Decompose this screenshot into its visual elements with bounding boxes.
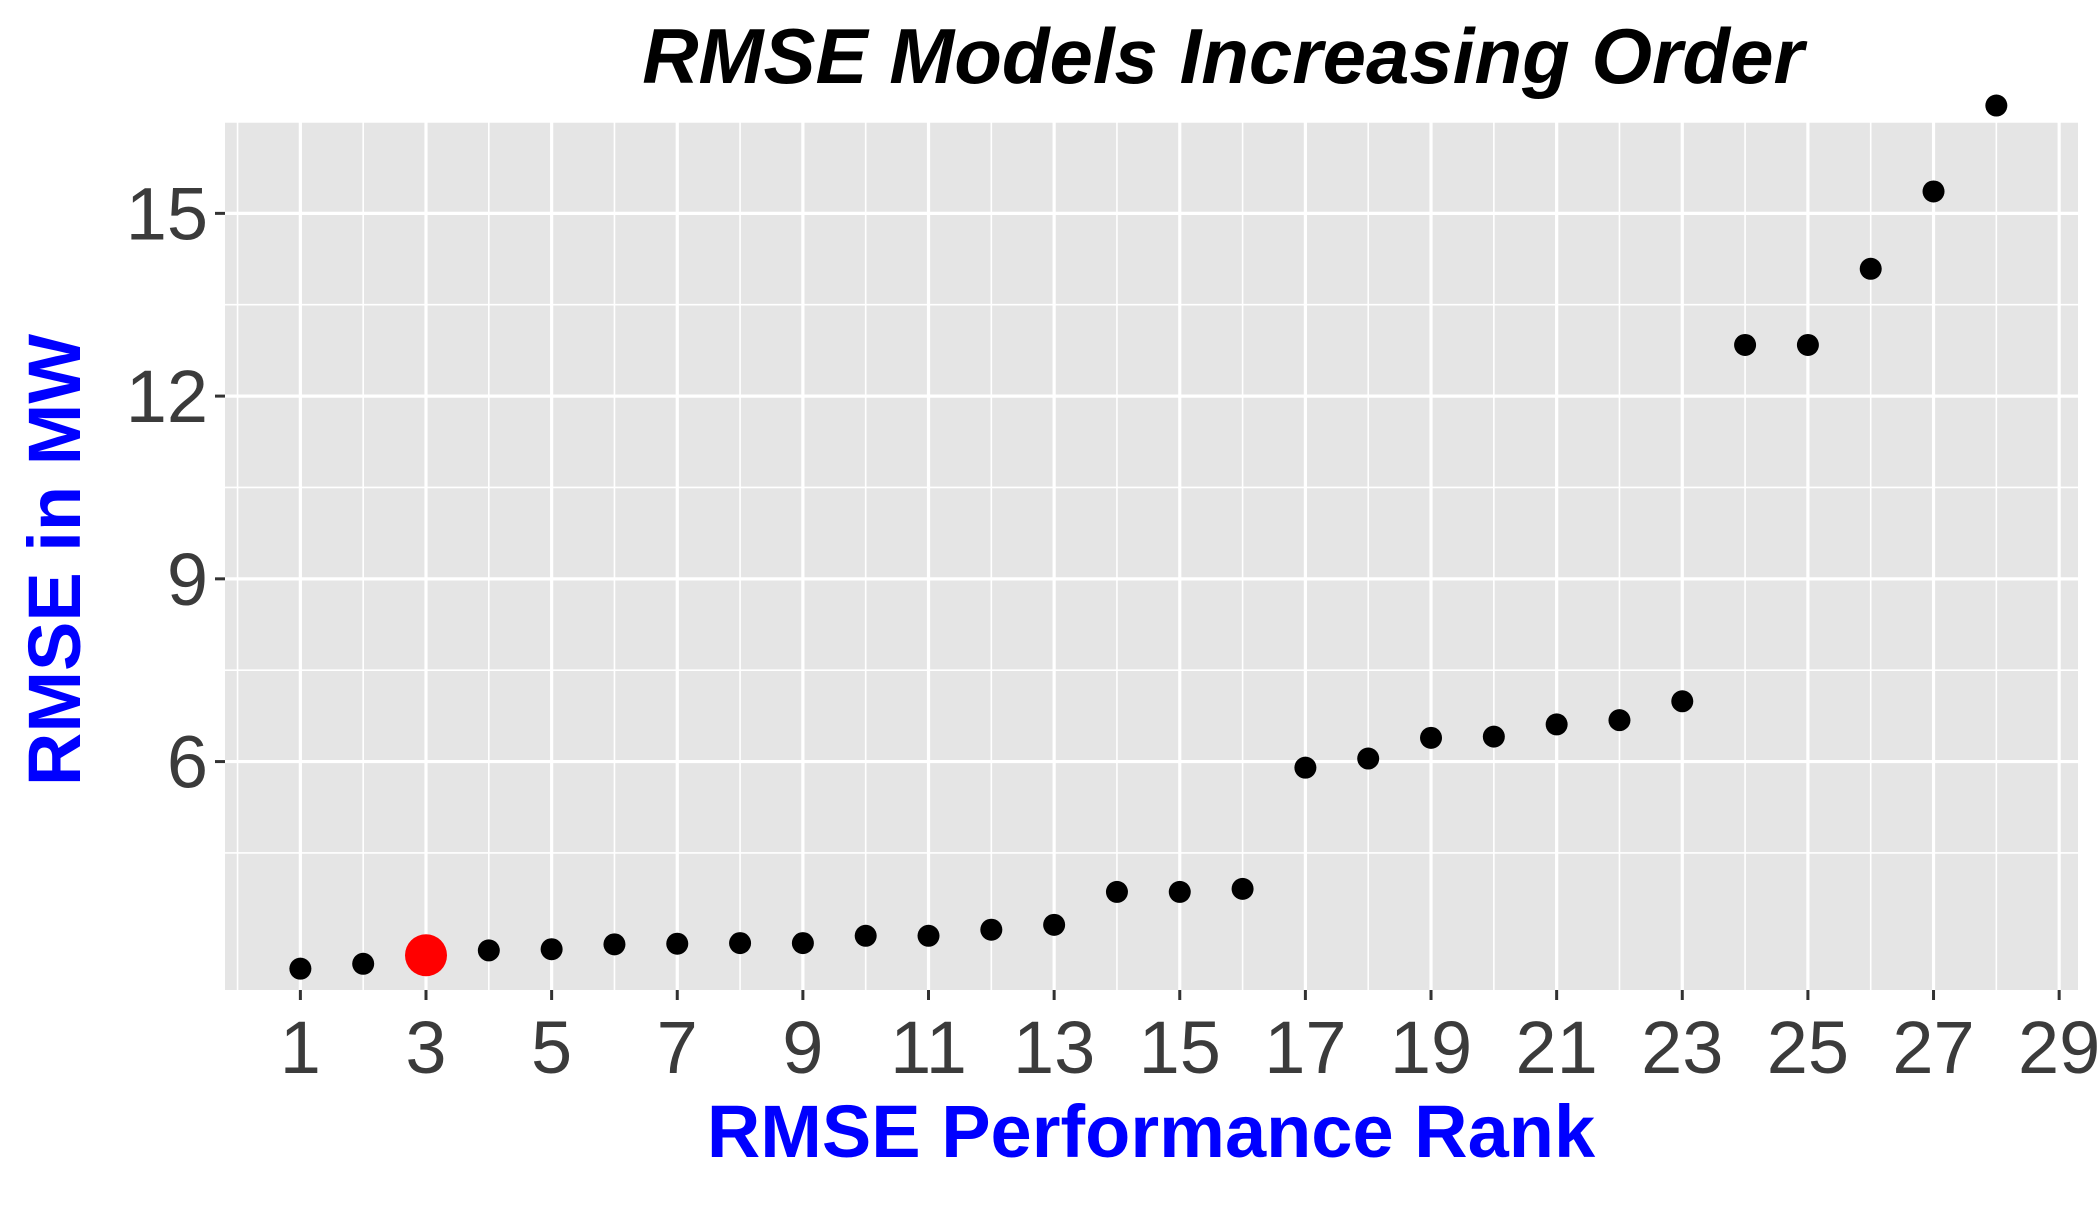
y-tick-labels: 6 9 12 15 bbox=[126, 172, 208, 803]
x-axis-title: RMSE Performance Rank bbox=[707, 1090, 1596, 1173]
data-point bbox=[1985, 94, 2008, 117]
data-point bbox=[980, 918, 1003, 941]
x-tick-label: 27 bbox=[1892, 1006, 1974, 1089]
x-tick-labels: 1 3 5 7 9 11 13 15 17 19 21 23 25 27 29 bbox=[280, 1006, 2100, 1089]
x-tick-label: 21 bbox=[1515, 1006, 1597, 1089]
data-point bbox=[666, 932, 689, 955]
data-point bbox=[1734, 333, 1757, 356]
data-point bbox=[1545, 713, 1568, 736]
x-tick-label: 11 bbox=[890, 1006, 967, 1089]
chart-title: RMSE Models Increasing Order bbox=[642, 12, 1807, 100]
data-point bbox=[1608, 709, 1631, 732]
x-tick-label: 23 bbox=[1641, 1006, 1723, 1089]
y-tick-label: 15 bbox=[126, 172, 208, 255]
y-tick-label: 9 bbox=[167, 538, 208, 621]
data-point bbox=[477, 939, 500, 962]
x-tick-label: 1 bbox=[280, 1006, 321, 1089]
x-tick-label: 29 bbox=[2018, 1006, 2100, 1089]
plot-panel bbox=[225, 122, 2078, 990]
y-tick-label: 12 bbox=[126, 355, 208, 438]
data-point bbox=[289, 957, 312, 980]
data-point bbox=[1357, 747, 1380, 770]
x-tick-label: 19 bbox=[1390, 1006, 1472, 1089]
data-point bbox=[854, 924, 877, 947]
data-point bbox=[1043, 913, 1066, 936]
data-point bbox=[1105, 880, 1128, 903]
x-tick-label: 9 bbox=[782, 1006, 823, 1089]
data-point bbox=[1482, 725, 1505, 748]
grid-minor-lines bbox=[225, 121, 2078, 990]
x-tick-label: 5 bbox=[531, 1006, 572, 1089]
x-tick-label: 7 bbox=[657, 1006, 698, 1089]
data-point bbox=[1859, 257, 1882, 280]
data-point bbox=[729, 932, 752, 955]
data-point bbox=[1922, 180, 1945, 203]
x-tick-label: 15 bbox=[1139, 1006, 1221, 1089]
x-tick-label: 25 bbox=[1767, 1006, 1849, 1089]
data-point bbox=[791, 932, 814, 955]
highlighted-data-point bbox=[405, 934, 448, 977]
grid-major-lines bbox=[225, 122, 2078, 990]
data-point bbox=[1294, 756, 1317, 779]
data-point bbox=[352, 952, 375, 975]
data-point bbox=[1420, 726, 1443, 749]
data-point bbox=[1671, 690, 1694, 713]
data-point bbox=[917, 924, 940, 947]
data-points bbox=[289, 94, 2008, 980]
y-axis-title: RMSE in MW bbox=[13, 334, 96, 786]
y-tick-label: 6 bbox=[167, 721, 208, 804]
axis-ticks bbox=[215, 211, 2061, 1000]
x-tick-label: 3 bbox=[405, 1006, 446, 1089]
data-point bbox=[1796, 333, 1819, 356]
x-tick-label: 17 bbox=[1264, 1006, 1346, 1089]
x-tick-label: 13 bbox=[1013, 1006, 1095, 1089]
data-point bbox=[603, 933, 626, 956]
data-point bbox=[1231, 877, 1254, 900]
data-point bbox=[1168, 880, 1191, 903]
data-point bbox=[540, 938, 563, 961]
